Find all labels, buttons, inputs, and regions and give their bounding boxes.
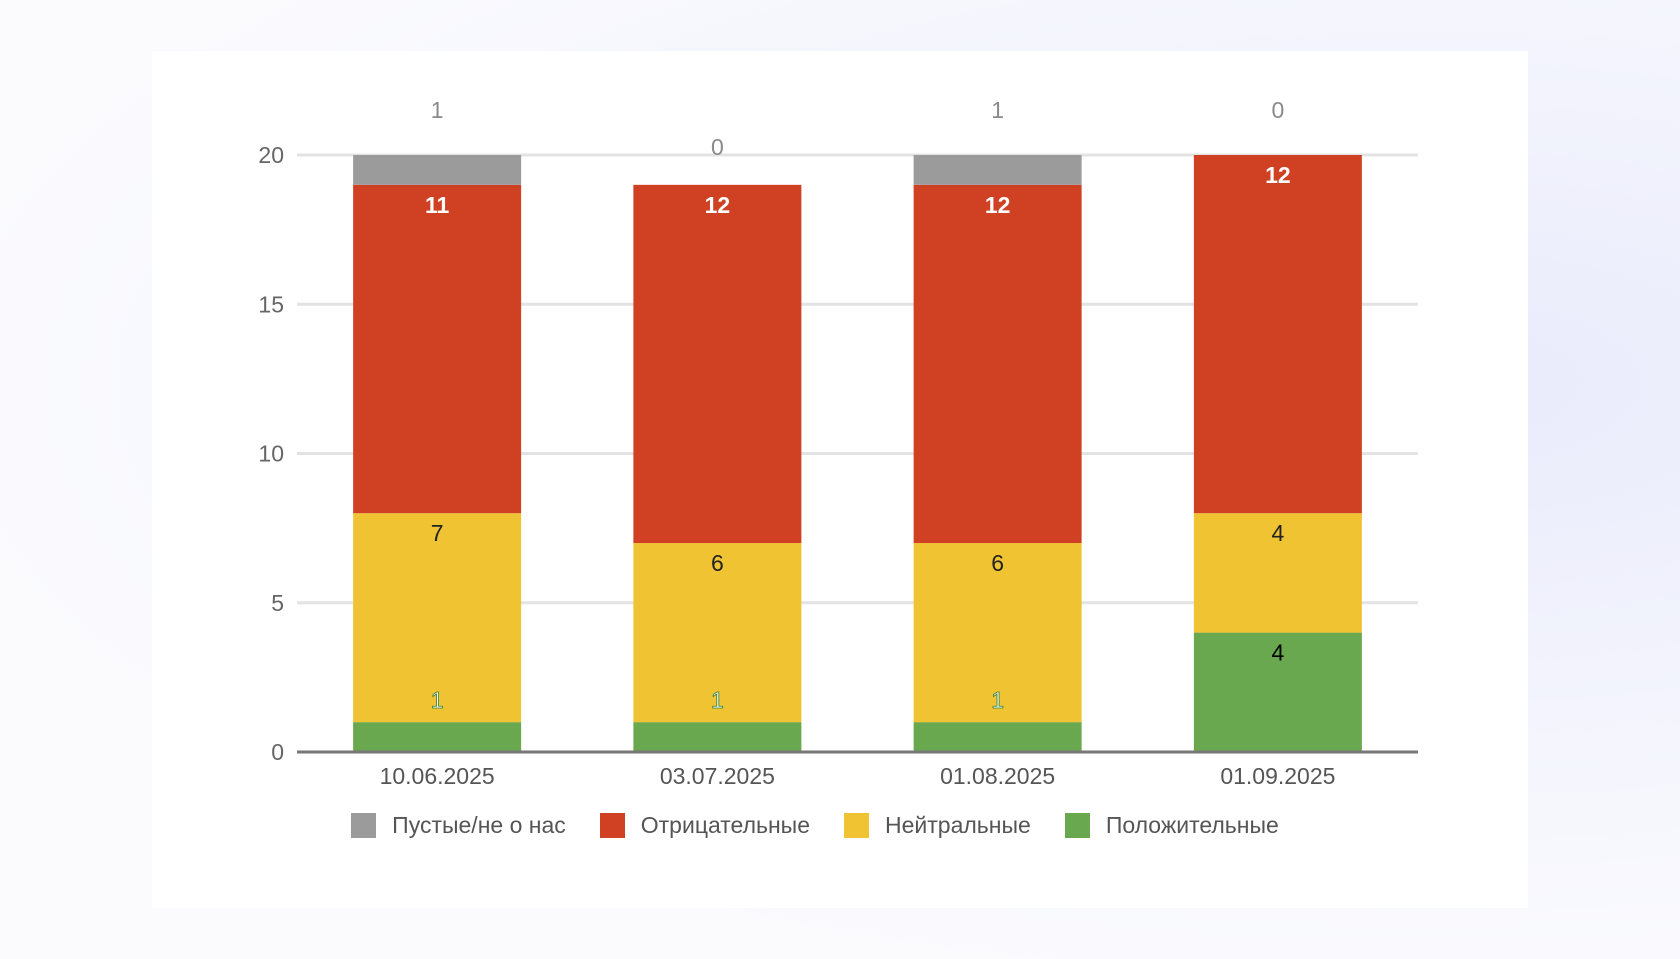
data-label-Положительные-03.07.2025: 1 — [711, 687, 724, 713]
data-label-Пустые/не о нас-01.09.2025: 0 — [1271, 97, 1284, 123]
bar-segment-Нейтральные-01.09.2025 — [1193, 513, 1362, 633]
legend-swatch-neutral — [844, 813, 870, 838]
legend-item-positive[interactable]: Положительные — [1064, 812, 1279, 839]
bar-segment-Отрицательные-01.09.2025 — [1193, 155, 1362, 514]
legend-swatch-negative — [599, 813, 625, 838]
data-label-Отрицательные-01.08.2025: 12 — [985, 192, 1011, 218]
x-tick-label-03.07.2025: 03.07.2025 — [660, 763, 775, 789]
legend-swatch-empty — [351, 813, 377, 838]
data-label-Положительные-01.08.2025: 1 — [991, 687, 1004, 713]
x-tick-label-01.09.2025: 01.09.2025 — [1220, 763, 1335, 789]
data-label-Нейтральные-01.08.2025: 6 — [991, 550, 1004, 576]
y-tick-label-20: 20 — [258, 142, 284, 168]
legend-item-neutral[interactable]: Нейтральные — [844, 812, 1031, 839]
x-tick-label-10.06.2025: 10.06.2025 — [380, 763, 495, 789]
data-label-Нейтральные-01.09.2025: 4 — [1271, 520, 1284, 546]
bar-segment-Нейтральные-10.06.2025 — [353, 513, 522, 723]
bar-segment-Положительные-01.09.2025 — [1193, 632, 1362, 752]
bar-segment-Положительные-01.08.2025 — [913, 722, 1082, 752]
bar-segment-Нейтральные-03.07.2025 — [633, 543, 802, 723]
data-label-Положительные-10.06.2025: 1 — [431, 687, 444, 713]
y-axis: 0 5 10 15 20 — [258, 142, 284, 765]
data-label-Положительные-01.09.2025: 4 — [1271, 640, 1284, 666]
bar-segment-Пустые/не о нас-01.08.2025 — [913, 155, 1082, 185]
legend-item-empty[interactable]: Пустые/не о нас — [351, 812, 566, 839]
legend-item-negative[interactable]: Отрицательные — [599, 812, 811, 839]
bar-segment-Нейтральные-01.08.2025 — [913, 543, 1082, 723]
data-label-Пустые/не о нас-10.06.2025: 1 — [431, 97, 444, 123]
legend-swatch-positive — [1064, 813, 1090, 838]
x-axis: 10.06.2025 03.07.2025 01.08.2025 01.09.2025 — [297, 750, 1418, 789]
data-label-Отрицательные-01.09.2025: 12 — [1265, 162, 1291, 188]
bars — [353, 155, 1362, 752]
bar-segment-Отрицательные-10.06.2025 — [353, 184, 522, 514]
bar-segment-Положительные-03.07.2025 — [633, 722, 802, 752]
legend: Пустые/не о нас Отрицательные Нейтральны… — [0, 812, 1655, 839]
y-tick-label-10: 10 — [258, 441, 284, 467]
data-label-Нейтральные-10.06.2025: 7 — [431, 520, 444, 546]
data-label-Пустые/не о нас-01.08.2025: 1 — [991, 97, 1004, 123]
bar-segment-Отрицательные-01.08.2025 — [913, 184, 1082, 544]
y-tick-label-5: 5 — [271, 590, 284, 616]
y-tick-label-0: 0 — [271, 739, 284, 765]
legend-label-negative: Отрицательные — [640, 812, 811, 838]
legend-label-positive: Положительные — [1105, 812, 1279, 838]
data-label-Отрицательные-03.07.2025: 12 — [705, 192, 731, 218]
x-tick-label-01.08.2025: 01.08.2025 — [940, 763, 1055, 789]
legend-label-neutral: Нейтральные — [885, 812, 1031, 838]
data-label-Отрицательные-10.06.2025: 11 — [425, 192, 450, 218]
y-tick-label-15: 15 — [258, 291, 284, 317]
legend-label-empty: Пустые/не о нас — [392, 812, 566, 838]
bar-segment-Пустые/не о нас-10.06.2025 — [353, 155, 522, 185]
bar-segment-Отрицательные-03.07.2025 — [633, 184, 802, 544]
bar-segment-Положительные-10.06.2025 — [353, 722, 522, 752]
data-label-Нейтральные-03.07.2025: 6 — [711, 550, 724, 576]
data-label-Пустые/не о нас-03.07.2025: 0 — [711, 134, 724, 160]
